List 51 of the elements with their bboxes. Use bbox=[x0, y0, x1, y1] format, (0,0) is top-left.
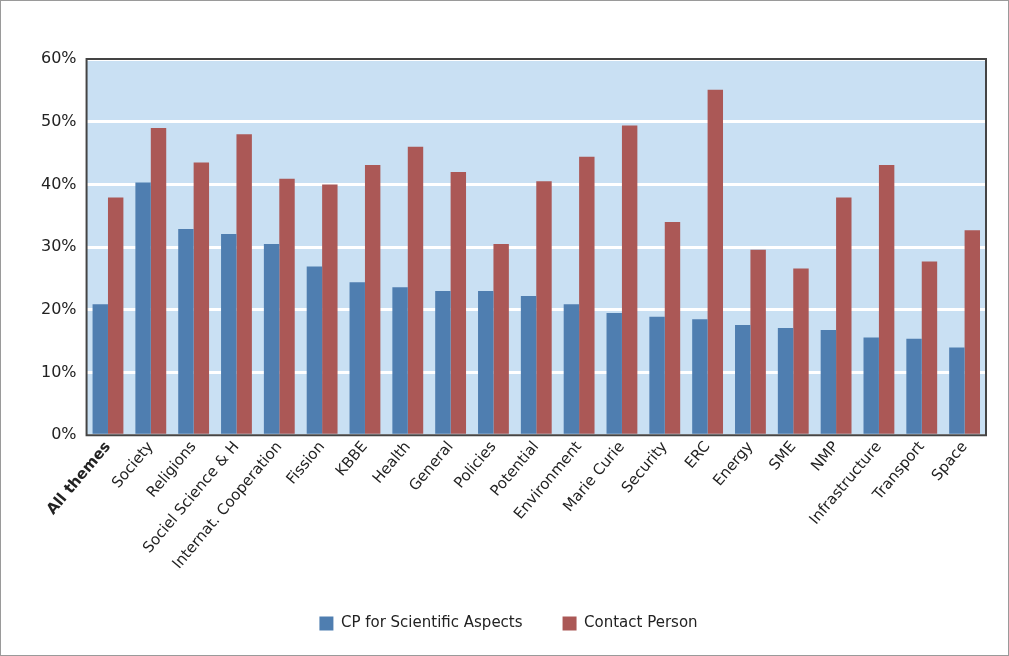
bar bbox=[878, 164, 895, 434]
bar bbox=[236, 134, 252, 434]
y-tick-label: 0% bbox=[51, 424, 77, 444]
bar bbox=[279, 178, 295, 434]
bar bbox=[836, 197, 852, 434]
bar bbox=[949, 347, 965, 434]
y-tick-label: 50% bbox=[41, 110, 77, 130]
bar bbox=[964, 230, 980, 434]
legend-label: CP for Scientific Aspects bbox=[340, 613, 523, 632]
bar bbox=[735, 324, 751, 434]
bar bbox=[750, 249, 766, 434]
bar bbox=[793, 268, 809, 434]
bar bbox=[193, 162, 210, 434]
bar bbox=[322, 184, 338, 434]
bar bbox=[364, 164, 381, 434]
bar bbox=[621, 125, 638, 434]
y-tick-label: 10% bbox=[41, 361, 77, 381]
bar bbox=[906, 338, 922, 434]
bar bbox=[493, 244, 509, 434]
bar bbox=[478, 291, 494, 434]
bar bbox=[107, 197, 124, 434]
bar bbox=[306, 266, 323, 434]
bar bbox=[692, 319, 708, 434]
legend-label: Contact Person bbox=[584, 613, 698, 632]
bar bbox=[392, 287, 408, 434]
bar bbox=[92, 304, 108, 434]
y-tick-label: 20% bbox=[41, 299, 77, 319]
bar bbox=[435, 291, 451, 434]
bar bbox=[863, 337, 879, 434]
bar bbox=[450, 171, 467, 434]
bar bbox=[777, 328, 794, 434]
y-tick-label: 40% bbox=[41, 173, 77, 193]
bar bbox=[150, 127, 167, 434]
y-tick-label: 30% bbox=[41, 236, 77, 256]
bar bbox=[221, 233, 237, 434]
bar bbox=[820, 329, 837, 434]
bar bbox=[536, 181, 552, 434]
bar bbox=[135, 182, 151, 434]
bar bbox=[263, 244, 280, 434]
bar bbox=[178, 228, 194, 434]
bar bbox=[579, 156, 595, 434]
bar bbox=[664, 222, 681, 434]
bar bbox=[520, 296, 537, 434]
bar bbox=[649, 316, 665, 434]
bar bbox=[707, 89, 724, 434]
bar bbox=[563, 304, 580, 434]
bar bbox=[921, 261, 938, 434]
bar bbox=[606, 313, 622, 434]
y-tick-label: 60% bbox=[41, 48, 77, 68]
bar bbox=[349, 282, 365, 434]
bar bbox=[407, 146, 424, 434]
